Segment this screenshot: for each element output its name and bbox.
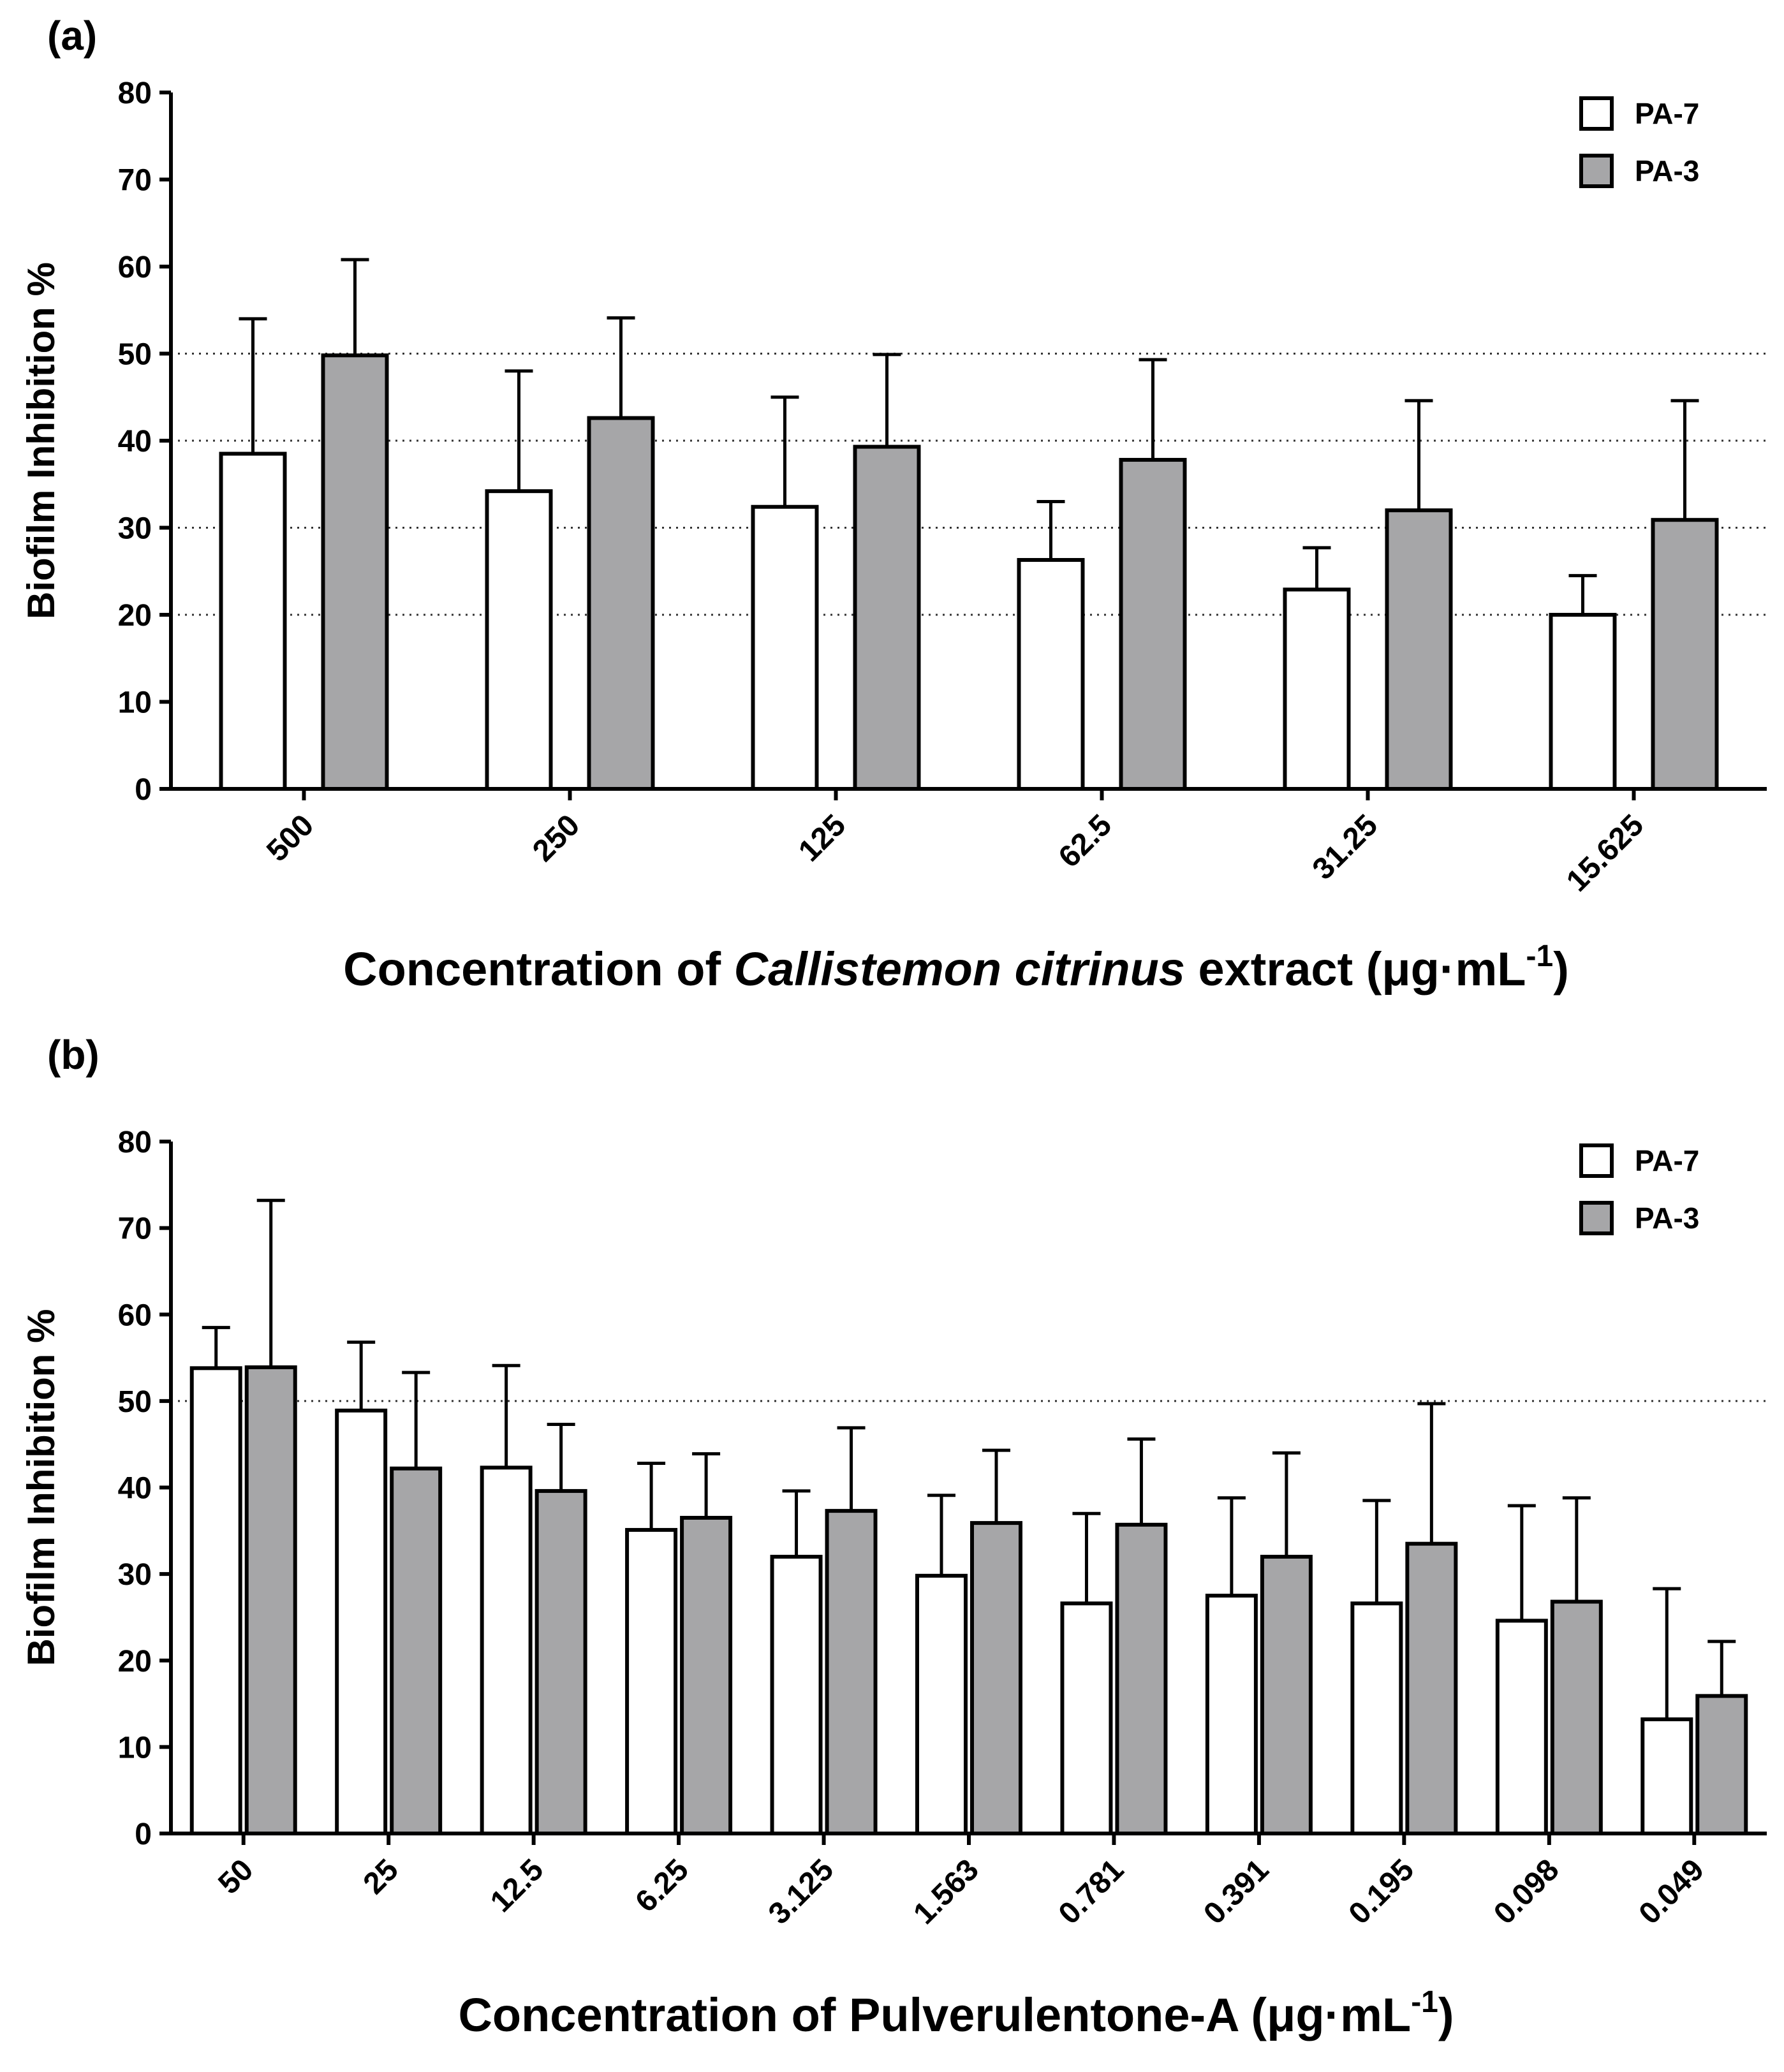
x-axis-label-prefix: Concentration of [343,943,734,996]
y-tick-label: 10 [118,686,152,720]
bar-pa-7-1.563 [915,1573,968,1835]
bar-pa-3-125 [853,445,921,791]
x-tick-label: 0.195 [1343,1853,1420,1930]
bar-pa-7-31.25 [1283,587,1351,791]
x-tick-label: 3.125 [762,1853,840,1930]
x-tick-label: 62.5 [1052,808,1119,874]
bar-pa-3-0.195 [1405,1541,1458,1835]
y-tick-label: 10 [118,1731,152,1765]
legend-label-pa-7: PA-7 [1635,1144,1699,1177]
x-axis-label-close: ) [1553,943,1569,996]
y-axis-label: Biofilm Inhibition % [20,1309,63,1666]
x-axis-label-close: ) [1438,1988,1454,2041]
bar-pa-3-0.098 [1550,1599,1603,1835]
y-tick-label: 80 [118,77,152,110]
x-tick-label: 0.049 [1633,1853,1711,1930]
bar-pa-7-500 [219,452,287,791]
y-tick-label: 30 [118,1558,152,1592]
bar-pa-3-15.625 [1651,518,1719,791]
bar-pa-3-3.125 [825,1509,878,1835]
y-tick-label: 70 [118,1212,152,1246]
chart-panel-a: (a) 500 250 125 62.5 31.25 15.625 0 10 20 30 40 50 60… [20,13,1767,996]
x-axis-label-prefix: Concentration of Pulverulentone-A (μg·mL [458,1988,1411,2041]
legend-label-pa-3: PA-3 [1635,154,1699,187]
panel-label: (a) [47,13,97,59]
bar-pa-3-250 [587,416,655,791]
panel-label: (b) [47,1032,100,1078]
y-tick-label: 0 [135,1818,152,1851]
bar-pa-3-0.781 [1115,1522,1168,1836]
legend-swatch-pa-3 [1579,154,1614,188]
bar-pa-7-0.195 [1350,1601,1403,1836]
bar-pa-3-62.5 [1119,458,1187,791]
legend-label-pa-7: PA-7 [1635,97,1699,130]
y-tick-label: 50 [118,338,152,372]
x-tick-label: 250 [526,808,586,868]
x-tick-label: 0.781 [1052,1853,1130,1930]
x-axis-label-sup: -1 [1526,939,1554,973]
x-tick-label: 50 [212,1853,260,1900]
y-tick-label: 0 [135,773,152,807]
x-axis-label: Concentration of Callistemon citrinus ex… [343,939,1569,996]
x-axis-label-species: Callistemon citrinus [734,943,1185,996]
x-axis-label-suffix: extract (μg·mL [1185,943,1526,996]
y-tick-label: 60 [118,1298,152,1332]
legend-swatch-pa-7 [1579,1143,1614,1178]
bar-pa-7-3.125 [770,1555,823,1835]
bar-pa-7-125 [751,504,819,791]
bar-pa-7-25 [335,1408,388,1835]
bar-pa-3-500 [321,353,389,791]
x-tick-label: 15.625 [1560,808,1650,898]
x-tick-label: 0.391 [1197,1853,1275,1930]
bar-pa-7-15.625 [1549,613,1617,791]
y-axis-label: Biofilm Inhibition % [20,262,63,619]
bar-pa-3-12.5 [534,1488,587,1836]
x-axis-label-sup: -1 [1411,1985,1438,2019]
bar-pa-7-12.5 [480,1466,533,1835]
bar-pa-3-1.563 [970,1521,1022,1835]
bar-pa-7-250 [485,489,553,791]
bar-pa-3-25 [390,1466,443,1836]
chart-panel-b: (b) 50 25 12.5 6.25 3.125 1.563 0.781 0.391 0.195… [20,1032,1767,2041]
x-tick-label: 125 [792,808,852,868]
legend-label-pa-3: PA-3 [1635,1201,1699,1235]
legend-swatch-pa-7 [1579,96,1614,131]
x-tick-label: 6.25 [629,1853,695,1919]
x-tick-label: 12.5 [484,1853,550,1919]
y-tick-label: 70 [118,164,152,198]
y-tick-label: 30 [118,512,152,546]
y-tick-label: 80 [118,1126,152,1159]
x-tick-label: 500 [260,808,320,868]
bar-pa-3-50 [244,1365,297,1835]
y-tick-label: 50 [118,1385,152,1419]
x-tick-label: 1.563 [907,1853,985,1930]
bar-pa-3-6.25 [680,1515,733,1835]
bar-pa-3-0.049 [1695,1694,1748,1835]
x-tick-label: 31.25 [1306,808,1384,886]
bar-pa-3-31.25 [1385,508,1453,791]
y-tick-label: 60 [118,251,152,284]
bar-pa-7-0.391 [1205,1594,1258,1835]
x-tick-label: 25 [357,1853,405,1900]
bar-pa-7-0.049 [1640,1717,1693,1836]
y-tick-label: 20 [118,1645,152,1679]
bar-pa-7-62.5 [1017,558,1085,791]
x-axis-label: Concentration of Pulverulentone-A (μg·mL… [458,1985,1454,2041]
y-tick-label: 40 [118,425,152,459]
bar-pa-7-0.098 [1495,1619,1548,1836]
bar-pa-7-50 [189,1366,242,1835]
x-tick-label: 0.098 [1487,1853,1565,1930]
bar-pa-7-0.781 [1060,1601,1113,1836]
y-tick-label: 20 [118,599,152,633]
bar-pa-7-6.25 [625,1527,678,1836]
y-tick-label: 40 [118,1472,152,1506]
bar-pa-3-0.391 [1260,1555,1313,1835]
legend-swatch-pa-3 [1579,1201,1614,1235]
